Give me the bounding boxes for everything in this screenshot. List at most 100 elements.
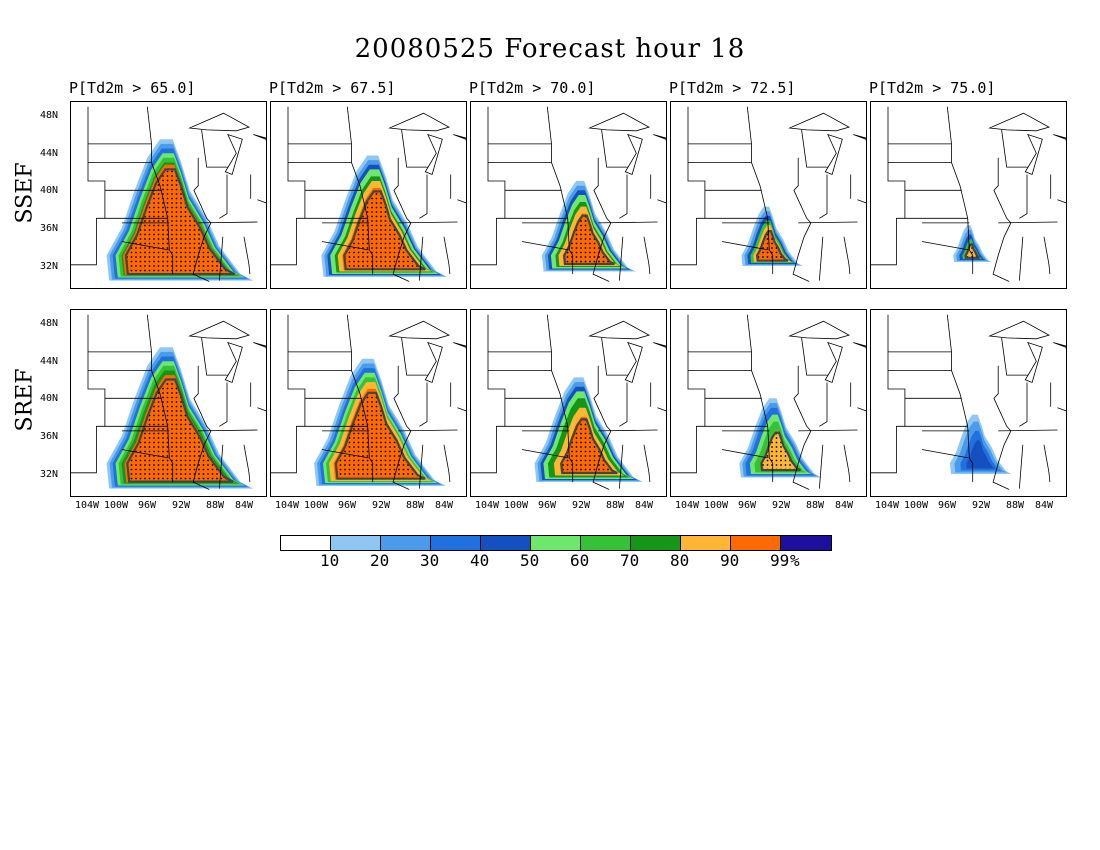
- state-border: [457, 199, 466, 204]
- lon-tick-label: 96W: [538, 500, 557, 511]
- contour-outline: [560, 418, 618, 475]
- lon-tick-label: 92W: [172, 500, 191, 511]
- state-border: [271, 106, 306, 266]
- state-border: [998, 429, 1058, 432]
- colorbar-swatch: [331, 536, 381, 550]
- state-border: [471, 314, 506, 474]
- state-border: [601, 337, 628, 376]
- colorbar-swatch: [281, 536, 331, 550]
- state-border: [257, 407, 266, 412]
- lon-tick-label: 96W: [338, 500, 357, 511]
- state-border: [201, 129, 228, 168]
- state-border: [819, 382, 828, 427]
- state-border: [398, 221, 458, 224]
- state-border: [657, 407, 666, 412]
- state-border: [1057, 199, 1066, 204]
- state-border: [643, 236, 651, 275]
- colorbar-tick-label: 10: [320, 551, 340, 570]
- state-border: [798, 429, 858, 432]
- lake-outline: [224, 341, 243, 384]
- lake-outline: [853, 134, 866, 142]
- contour-outline: [760, 431, 801, 472]
- state-border: [1057, 407, 1066, 412]
- state-border: [198, 221, 258, 224]
- lat-tick-label: 36N: [40, 223, 59, 234]
- lon-tick-label: 100W: [304, 500, 329, 511]
- lon-tick-label: 92W: [572, 500, 591, 511]
- lon-tick-label: 104W: [275, 500, 300, 511]
- colorbar-tick-label: 30: [420, 551, 440, 570]
- contour-outline: [343, 190, 426, 271]
- colorbar-tick-label: %: [790, 551, 800, 570]
- colorbar: [280, 535, 832, 551]
- probability-map: [71, 314, 266, 490]
- lon-tick-label: 100W: [704, 500, 729, 511]
- lake-outline: [188, 320, 251, 340]
- lat-tick-label: 44N: [40, 356, 59, 367]
- lake-outline: [653, 342, 666, 350]
- probability-map: [471, 314, 666, 490]
- lat-tick-label: 40N: [40, 185, 59, 196]
- probability-map: [671, 106, 866, 282]
- state-border: [819, 174, 828, 219]
- colorbar-swatch: [731, 536, 781, 550]
- state-border: [619, 174, 628, 219]
- lat-tick-label: 48N: [40, 318, 59, 329]
- lon-tick-label: 84W: [1035, 500, 1054, 511]
- state-border: [801, 129, 828, 168]
- lon-tick-label: 104W: [75, 500, 100, 511]
- colorbar-tick-label: 40: [470, 551, 490, 570]
- state-border: [219, 382, 228, 427]
- colorbar-swatch: [781, 536, 831, 550]
- map-panel-sref-2: [270, 309, 467, 497]
- state-border: [471, 106, 506, 266]
- state-border: [657, 199, 666, 204]
- state-border: [843, 444, 851, 483]
- state-border: [921, 449, 969, 459]
- lon-tick-label: 88W: [406, 500, 425, 511]
- state-border: [1043, 444, 1051, 483]
- map-panel-sref-3: [470, 309, 667, 497]
- state-border: [921, 241, 969, 251]
- colorbar-swatch: [481, 536, 531, 550]
- state-border: [992, 157, 1012, 282]
- state-border: [219, 444, 224, 489]
- state-border: [857, 199, 866, 204]
- lon-tick-label: 88W: [206, 500, 225, 511]
- lat-tick-label: 48N: [40, 110, 59, 121]
- lake-outline: [788, 320, 851, 340]
- probability-map: [871, 106, 1066, 282]
- state-border: [121, 449, 169, 459]
- state-border: [401, 129, 428, 168]
- state-border: [619, 236, 624, 281]
- contour-outline: [334, 391, 426, 480]
- panel-title-3: P[Td2m > 70.0]: [469, 79, 596, 97]
- panel-title-4: P[Td2m > 72.5]: [669, 79, 796, 97]
- colorbar-tick-label: 60: [570, 551, 590, 570]
- state-border: [398, 429, 458, 432]
- state-border: [601, 129, 628, 168]
- colorbar-swatch: [531, 536, 581, 550]
- lake-outline: [188, 112, 251, 132]
- state-border: [721, 241, 769, 251]
- panel-title-2: P[Td2m > 67.5]: [269, 79, 396, 97]
- state-border: [598, 221, 658, 224]
- colorbar-swatch: [581, 536, 631, 550]
- state-border: [619, 444, 624, 489]
- state-border: [321, 449, 369, 459]
- probability-map: [471, 106, 666, 282]
- state-border: [871, 314, 906, 474]
- lon-tick-label: 92W: [372, 500, 391, 511]
- colorbar-tick-label: 20: [370, 551, 390, 570]
- state-border: [346, 314, 374, 483]
- lake-outline: [224, 133, 243, 176]
- lake-outline: [824, 341, 843, 384]
- lon-tick-label: 96W: [738, 500, 757, 511]
- state-border: [792, 157, 812, 282]
- state-border: [201, 337, 228, 376]
- state-border: [598, 429, 658, 432]
- row-label-ssef: SSEF: [12, 162, 38, 224]
- lon-tick-label: 84W: [635, 500, 654, 511]
- state-border: [419, 174, 428, 219]
- state-border: [1019, 236, 1024, 281]
